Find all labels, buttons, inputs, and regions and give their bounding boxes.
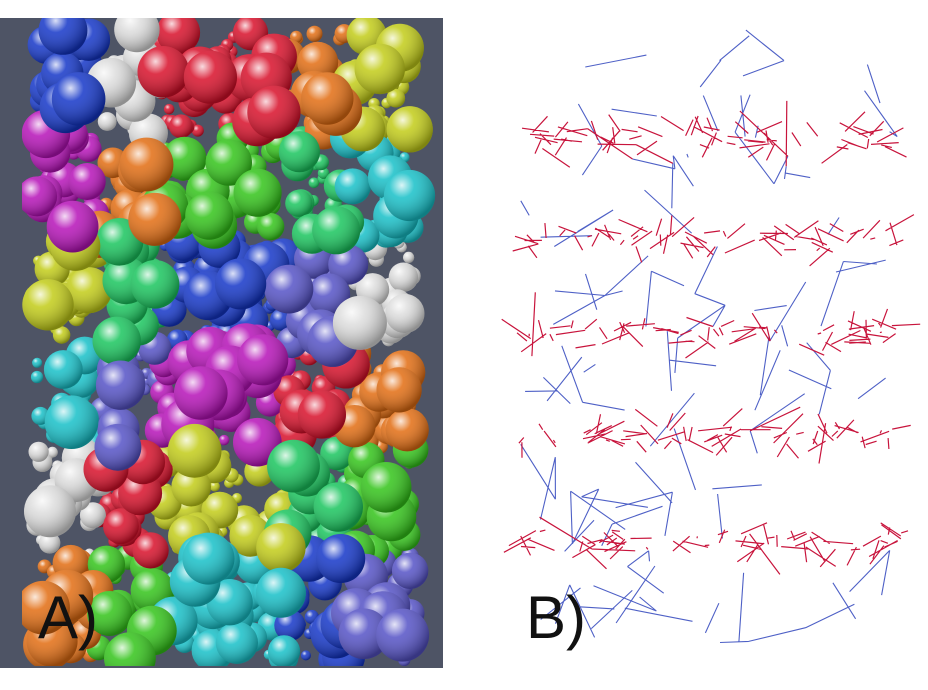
sphere-shading bbox=[256, 523, 306, 573]
sphere-shading bbox=[114, 18, 160, 53]
sphere-shading bbox=[22, 279, 74, 331]
sphere-shading bbox=[278, 131, 320, 173]
sphere-shading bbox=[87, 591, 133, 636]
sphere-shading bbox=[104, 632, 156, 666]
sphere-shading bbox=[403, 251, 415, 263]
sphere-clusters bbox=[22, 18, 436, 666]
sphere-shading bbox=[162, 136, 207, 181]
sphere-shading bbox=[338, 608, 390, 660]
sphere-shading bbox=[218, 434, 230, 446]
sphere-shading bbox=[94, 423, 142, 471]
sphere-shading bbox=[156, 18, 201, 55]
sphere-shading bbox=[391, 552, 429, 589]
sphere-shading bbox=[267, 439, 320, 493]
sphere-shading bbox=[247, 85, 301, 139]
sphere-shading bbox=[376, 367, 422, 413]
sphere-shading bbox=[205, 139, 252, 186]
sphere-shading bbox=[128, 192, 182, 246]
sphere-shading bbox=[386, 106, 433, 153]
sphere-shading bbox=[332, 295, 387, 350]
sphere-shading bbox=[174, 366, 228, 420]
sphere-shading bbox=[313, 482, 363, 532]
sphere-shading bbox=[30, 370, 44, 384]
sphere-shading bbox=[68, 163, 106, 200]
sphere-shading bbox=[183, 50, 237, 104]
sphere-shading bbox=[52, 326, 71, 344]
sphere-shading bbox=[38, 532, 61, 554]
sphere-shading bbox=[51, 72, 106, 126]
sphere-shading bbox=[24, 485, 76, 538]
sphere-shading bbox=[44, 395, 99, 450]
sphere-shading bbox=[46, 200, 99, 253]
sphere-shading bbox=[209, 481, 220, 492]
sphere-shading bbox=[66, 267, 112, 314]
contact-network-edges bbox=[501, 29, 921, 644]
sphere-shading bbox=[215, 258, 267, 310]
sphere-shading bbox=[215, 621, 258, 664]
sphere-shading bbox=[232, 417, 282, 467]
sphere-shading bbox=[270, 308, 292, 331]
sphere-shading bbox=[316, 534, 366, 583]
sphere-shading bbox=[360, 462, 412, 513]
sphere-shading bbox=[97, 112, 117, 131]
sphere-shading bbox=[163, 103, 175, 115]
sphere-shading bbox=[383, 169, 436, 222]
sphere-shading bbox=[312, 206, 361, 255]
sphere-shading bbox=[317, 167, 330, 179]
sphere-shading bbox=[32, 357, 43, 368]
sphere-shading bbox=[334, 168, 371, 205]
panel-b-contact-network bbox=[501, 29, 921, 644]
sphere-shading bbox=[385, 408, 429, 452]
sphere-shading bbox=[47, 446, 58, 458]
sphere-shading bbox=[103, 508, 139, 545]
sphere-shading bbox=[130, 260, 180, 309]
sphere-shading bbox=[354, 43, 405, 95]
sphere-shading bbox=[22, 580, 70, 635]
sphere-shading bbox=[297, 390, 346, 439]
sphere-shading bbox=[300, 650, 311, 661]
sphere-shading bbox=[267, 635, 301, 666]
sphere-shading bbox=[328, 244, 369, 285]
sphere-shading bbox=[119, 137, 174, 192]
panel-label-a: A) bbox=[38, 584, 98, 651]
sphere-shading bbox=[233, 168, 282, 217]
network-edges-red bbox=[501, 100, 921, 575]
sphere-shading bbox=[257, 213, 285, 241]
sphere-shading bbox=[385, 293, 425, 334]
sphere-shading bbox=[306, 25, 323, 42]
sphere-shading bbox=[308, 177, 320, 189]
sphere-shading bbox=[255, 567, 306, 618]
sphere-shading bbox=[185, 191, 234, 240]
sphere-shading bbox=[285, 189, 313, 217]
sphere-shading bbox=[132, 532, 169, 569]
sphere-shading bbox=[79, 502, 106, 529]
sphere-shading bbox=[264, 264, 314, 314]
sphere-shading bbox=[167, 423, 222, 478]
sphere-shading bbox=[191, 124, 204, 137]
panel-a-sphere-packing bbox=[0, 18, 443, 668]
sphere-shading bbox=[182, 532, 235, 585]
sphere-shading bbox=[137, 46, 190, 98]
sphere-shading bbox=[43, 350, 83, 389]
sphere-shading bbox=[95, 360, 146, 410]
sphere-shading bbox=[237, 334, 289, 386]
sphere-shading bbox=[28, 441, 49, 462]
sphere-shading bbox=[38, 18, 88, 55]
sphere-shading bbox=[92, 316, 141, 365]
sphere-shading bbox=[376, 608, 430, 662]
sphere-shading bbox=[301, 72, 354, 125]
sphere-shading bbox=[169, 114, 193, 139]
sphere-shading bbox=[386, 88, 406, 108]
sphere-shading bbox=[22, 176, 58, 217]
sphere-shading bbox=[388, 262, 419, 292]
panel-label-b: B) bbox=[526, 584, 586, 651]
